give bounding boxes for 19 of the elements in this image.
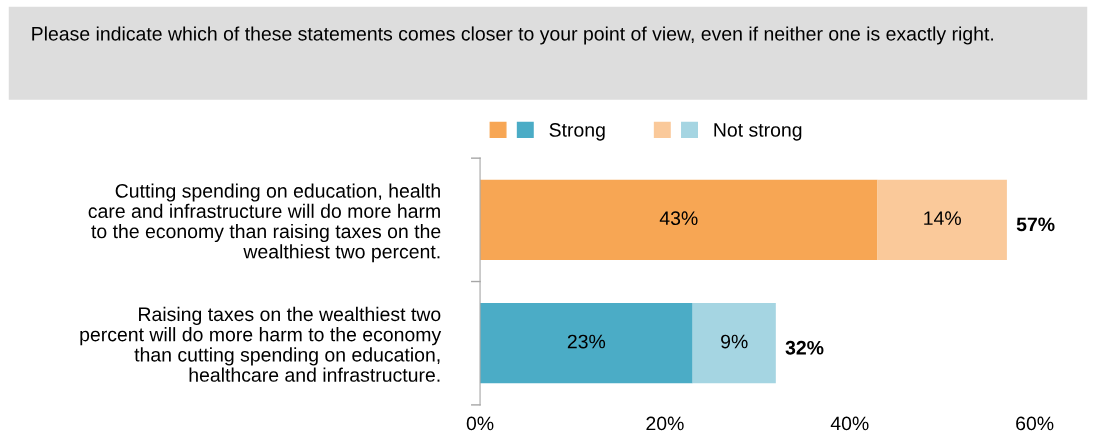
x-tick-label: 40% bbox=[830, 416, 869, 431]
bar bbox=[692, 303, 776, 384]
total-label: 32% bbox=[785, 340, 824, 355]
bar bbox=[480, 303, 693, 384]
x-tick-label: 0% bbox=[466, 416, 494, 431]
chart-title: Please indicate which of these statements comes closer to your point of view, even if neither one is exactly right. bbox=[32, 26, 993, 45]
legend-label: Strong bbox=[549, 123, 605, 141]
data-label: 14% bbox=[924, 211, 961, 225]
x-tick-label: 60% bbox=[1016, 416, 1054, 431]
y-tick-label: Raising taxes on the wealthiest two percent will do more harm to the economy than cutting spending on education, healthcare and infrastructure. bbox=[80, 306, 442, 382]
bar bbox=[877, 179, 1007, 260]
data-label: 43% bbox=[659, 211, 698, 226]
bar bbox=[480, 179, 878, 260]
legend-label: Not strong bbox=[714, 123, 802, 141]
data-label: 9% bbox=[721, 334, 748, 349]
x-tick-label: 20% bbox=[646, 416, 684, 431]
total-label: 57% bbox=[1016, 217, 1055, 232]
y-tick-label: Cutting spending on education, health care and infrastructure will do more harm to the economy than raising taxes on the wealthiest two percent. bbox=[88, 183, 441, 263]
data-label: 23% bbox=[567, 334, 606, 349]
